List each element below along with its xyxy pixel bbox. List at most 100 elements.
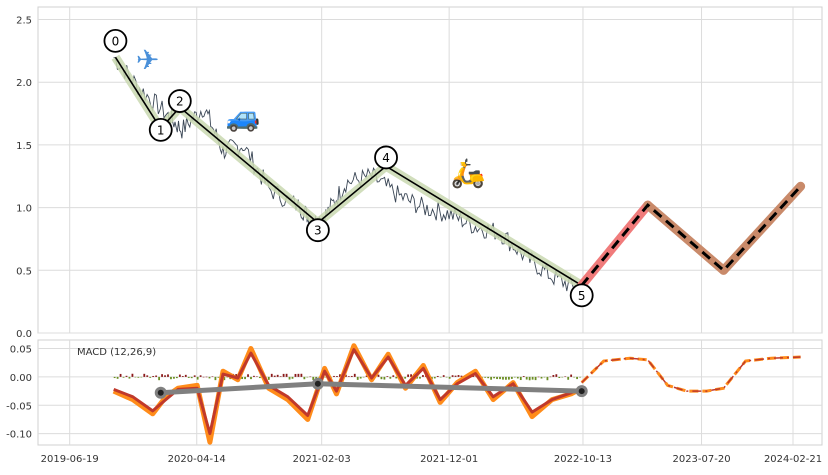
projection-dashed-line (580, 185, 802, 287)
macd-histogram-bar (484, 376, 487, 378)
macd-histogram-bar (125, 375, 128, 377)
macd-histogram-bar (540, 376, 543, 379)
macd-histogram-bar (454, 375, 457, 377)
macd-histogram-bar (291, 376, 294, 379)
macd-histogram-bar (297, 373, 300, 377)
macd-histogram-bar (235, 374, 238, 377)
car-icon: 🚙 (225, 100, 260, 133)
macd-histogram-bar (199, 375, 202, 377)
macd-histogram-bar (205, 376, 208, 378)
macd-histogram-bar (502, 376, 504, 380)
macd-histogram-bar (448, 376, 451, 379)
macd-histogram-bar (380, 376, 383, 380)
macd-histogram-bar (309, 376, 312, 378)
macd-histogram-bar (241, 376, 244, 380)
scooter-icon: 🛵 (451, 157, 486, 190)
macd-histogram-bar (158, 376, 161, 381)
macd-histogram-bar (490, 376, 493, 380)
pivot-label: 0 (112, 34, 120, 48)
macd-histogram-bar (549, 376, 552, 378)
macd-histogram-bar (226, 376, 229, 378)
macd-histogram-bar (543, 376, 546, 378)
macd-histogram-bar (350, 375, 353, 377)
macd-title: MACD (12,26,9) (77, 347, 156, 358)
macd-histogram-bar (508, 376, 510, 380)
macd-histogram-bar (152, 375, 155, 377)
macd-histogram-bar (347, 376, 350, 377)
price-y-tick-label: 2.5 (16, 16, 32, 27)
pivot-circle (167, 89, 192, 113)
macd-histogram-bar (457, 375, 460, 377)
macd-histogram-bar (161, 374, 163, 377)
macd-histogram-bar (267, 376, 270, 380)
macd-histogram-bar (436, 375, 439, 377)
macd-histogram-bar (279, 376, 282, 377)
macd-histogram-bar (196, 376, 199, 380)
x-tick-label: 2022-10-13 (554, 454, 612, 465)
macd-histogram-bar (573, 376, 576, 378)
pivot-marker-3: 3 (305, 218, 330, 243)
pivot-marker-2: 2 (167, 89, 192, 113)
macd-histogram-bar (546, 376, 549, 381)
pivot-label: 2 (176, 95, 184, 109)
zigzag-line (114, 56, 583, 287)
price-plot-frame (37, 6, 823, 334)
macd-histogram-bar (356, 376, 359, 380)
pivot-marker-0: 0 (103, 28, 128, 53)
macd-histogram-bar (244, 376, 246, 380)
macd-trend-point (575, 385, 588, 398)
macd-histogram-bar (333, 375, 335, 377)
macd-histogram-bar (522, 376, 525, 377)
trend-point-inner (157, 389, 164, 396)
macd-histogram-bar (513, 376, 516, 378)
macd-histogram-bar (164, 375, 166, 377)
macd-histogram-bar (445, 376, 448, 378)
macd-histogram-bar (510, 376, 513, 379)
macd-y-tick-label: -0.05 (6, 401, 32, 412)
macd-histogram-bar (285, 373, 288, 377)
macd-histogram-bar (167, 374, 169, 377)
macd-histogram-bar (386, 376, 389, 377)
macd-histogram-bar (190, 376, 193, 379)
pivot-marker-5: 5 (569, 283, 594, 308)
macd-histogram-bar (184, 374, 187, 377)
macd-histogram-bar (365, 375, 368, 377)
macd-histogram-bar (270, 373, 273, 377)
macd-histogram-bar (561, 376, 564, 378)
macd-histogram-bar (377, 374, 380, 377)
macd-histogram-bar (173, 376, 175, 379)
macd-histogram-bar (422, 375, 424, 377)
macd-histogram-bar (273, 375, 276, 377)
macd-histogram-bar (344, 374, 347, 377)
macd-histogram-bar (460, 375, 463, 377)
macd-histogram-bar (211, 376, 214, 377)
x-tick-label: 2021-12-01 (420, 454, 478, 465)
price-y-tick-label: 0.5 (16, 266, 32, 277)
macd-histogram-bar (300, 373, 303, 377)
trend-point-inner (314, 380, 321, 387)
macd-histogram-bar (451, 375, 454, 377)
macd-histogram-bar (149, 376, 152, 378)
macd-histogram-bar (570, 374, 573, 377)
macd-histogram-bar (505, 376, 507, 380)
macd-histogram-bar (119, 373, 122, 377)
macd-histogram-bar (208, 376, 211, 379)
macd-histogram-bar (175, 376, 178, 379)
pivot-marker-1: 1 (148, 117, 173, 142)
macd-histogram-bar (134, 376, 137, 378)
macd-histogram-bar (528, 376, 531, 381)
macd-histogram-bar (416, 376, 418, 379)
macd-histogram-bar (288, 376, 291, 380)
macd-histogram-bar (419, 376, 421, 379)
macd-histogram-bar (113, 376, 116, 379)
price-y-tick-label: 2.0 (16, 78, 32, 89)
macd-histogram-bar (143, 373, 146, 377)
macd-histogram-bar (481, 376, 484, 378)
macd-histogram-bar (531, 376, 534, 380)
macd-histogram-bar (181, 376, 184, 377)
macd-histogram-bar (214, 376, 217, 381)
macd-histogram-bar (258, 376, 261, 379)
macd-histogram-bar (359, 376, 362, 379)
x-tick-label: 2019-06-19 (41, 454, 99, 465)
